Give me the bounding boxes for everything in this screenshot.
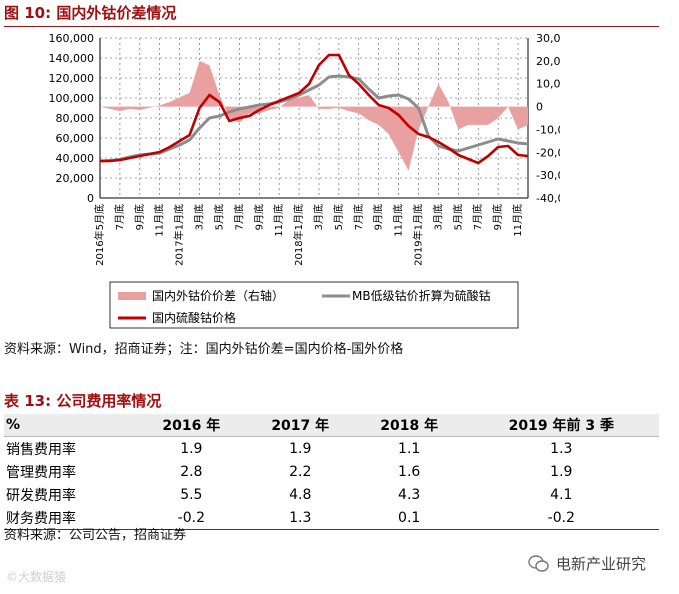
row-label: 管理费用率 xyxy=(6,464,76,481)
expense-ratio-table: % 2016 年 2017 年 2018 年 2019 年前 3 季 销售费用率… xyxy=(4,414,659,530)
table-title: 表 13: 公司费用率情况 xyxy=(4,390,659,415)
series-area-spread xyxy=(100,60,528,171)
y2-tick-label: 10,000 xyxy=(536,78,560,91)
x-tick-label: 5月底 xyxy=(451,204,464,230)
header-cell: 2016 年 xyxy=(136,414,246,437)
y-tick-label: 100,000 xyxy=(49,92,95,105)
table-source-note: 资料来源：公司公告，招商证券 xyxy=(4,528,187,543)
x-tick-label: 5月底 xyxy=(212,204,225,230)
x-tick-label: 2018年1月底 xyxy=(292,204,305,266)
x-tick-label: 9月底 xyxy=(133,204,146,230)
x-tick-label: 3月底 xyxy=(312,204,325,230)
header-cell: % xyxy=(4,414,137,437)
table-cell: 1.9 xyxy=(289,440,312,457)
table-cell: 4.3 xyxy=(398,486,421,503)
y-tick-label: 80,000 xyxy=(56,112,95,125)
x-tick-label: 5月底 xyxy=(332,204,345,230)
x-tick-label: 9月底 xyxy=(252,204,265,230)
row-label: 销售费用率 xyxy=(6,441,76,458)
header-cell: 2018 年 xyxy=(354,414,464,437)
x-tick-label: 9月底 xyxy=(372,204,385,230)
legend-box xyxy=(109,281,519,329)
y2-tick-label: -40,000 xyxy=(536,192,560,205)
figure-source-note: 资料来源：Wind，招商证券；注：国内外钴价差=国内价格-国外价格 xyxy=(4,342,404,357)
legend-swatch-spread xyxy=(118,292,146,300)
table-cell: 4.8 xyxy=(289,486,312,503)
table-cell: -0.2 xyxy=(463,506,659,530)
series-line-domestic xyxy=(100,53,529,165)
legend-label-spread: 国内外钴价价差（右轴） xyxy=(152,288,284,303)
row-label: 研发费用率 xyxy=(6,487,76,504)
row-label: 财务费用率 xyxy=(4,506,137,530)
y2-tick-label: -30,000 xyxy=(536,169,560,182)
y-tick-label: 20,000 xyxy=(56,172,95,185)
table-cell: 4.1 xyxy=(550,486,573,503)
table-cell: 1.9 xyxy=(550,463,573,480)
y2-tick-label: 20,000 xyxy=(536,55,560,68)
watermark-left: ©大数据猿 xyxy=(6,570,67,584)
y2-tick-label: 30,000 xyxy=(536,32,560,45)
y-tick-label: 0 xyxy=(87,192,94,205)
x-tick-label: 2019年1月底 xyxy=(412,204,425,266)
table-row: 销售费用率 1.9 1.9 1.1 1.3 xyxy=(4,437,659,461)
table-cell: 1.6 xyxy=(398,463,421,480)
table-cell: 5.5 xyxy=(180,486,203,503)
table-cell: 1.1 xyxy=(398,440,421,457)
y-tick-label: 160,000 xyxy=(49,32,95,45)
x-tick-label: 7月底 xyxy=(352,204,365,230)
wechat-icon xyxy=(528,554,549,572)
header-cell: 2017 年 xyxy=(245,414,355,437)
y2-tick-label: -10,000 xyxy=(536,123,560,136)
y-tick-label: 40,000 xyxy=(56,152,95,165)
x-tick-label: 7月底 xyxy=(232,204,245,230)
watermark-right: 电新产业研究 xyxy=(528,553,646,574)
table-row: 财务费用率 -0.2 1.3 0.1 -0.2 xyxy=(4,506,659,530)
series-line-mb xyxy=(99,74,529,163)
y-tick-label: 120,000 xyxy=(49,72,95,85)
x-tick-label: 3月底 xyxy=(431,204,444,230)
x-tick-label: 9月底 xyxy=(491,204,504,230)
table-cell: 2.2 xyxy=(289,463,312,480)
x-tick-label: 2017年1月底 xyxy=(173,204,186,266)
x-tick-label: 2016年5月底 xyxy=(93,204,106,266)
x-tick-label: 11月底 xyxy=(392,204,405,237)
y-tick-label: 60,000 xyxy=(56,132,95,145)
header-cell: 2019 年前 3 季 xyxy=(463,414,659,437)
x-tick-label: 11月底 xyxy=(511,204,524,237)
x-tick-label: 11月底 xyxy=(153,204,166,237)
table-cell: 1.9 xyxy=(180,440,203,457)
x-tick-label: 11月底 xyxy=(272,204,285,237)
table-cell: 2.8 xyxy=(180,463,203,480)
figure-title: 图 10: 国内外钴价差情况 xyxy=(4,2,659,27)
cobalt-price-chart: 160,000 140,000 120,000 100,000 80,000 60,000… xyxy=(49,32,560,329)
y2-tick-label: -20,000 xyxy=(536,146,560,159)
table-cell: 0.1 xyxy=(354,506,464,530)
table-cell: 1.3 xyxy=(245,506,355,530)
y-tick-label: 140,000 xyxy=(49,52,95,65)
table-header-row: % 2016 年 2017 年 2018 年 2019 年前 3 季 xyxy=(4,414,659,437)
legend-label-mb: MB低级钴价折算为硫酸钴 xyxy=(352,288,491,303)
table-cell: -0.2 xyxy=(136,506,246,530)
watermark-text: 电新产业研究 xyxy=(556,555,647,573)
table-row: 研发费用率 5.5 4.8 4.3 4.1 xyxy=(4,483,659,506)
legend-label-domestic: 国内硫酸钴价格 xyxy=(152,310,236,325)
table-cell: 1.3 xyxy=(550,440,573,457)
table-row: 管理费用率 2.8 2.2 1.6 1.9 xyxy=(4,460,659,483)
x-tick-label: 7月底 xyxy=(113,204,126,230)
x-tick-label: 3月底 xyxy=(193,204,206,230)
y2-tick-label: 0 xyxy=(536,101,543,114)
x-tick-label: 7月底 xyxy=(471,204,484,230)
